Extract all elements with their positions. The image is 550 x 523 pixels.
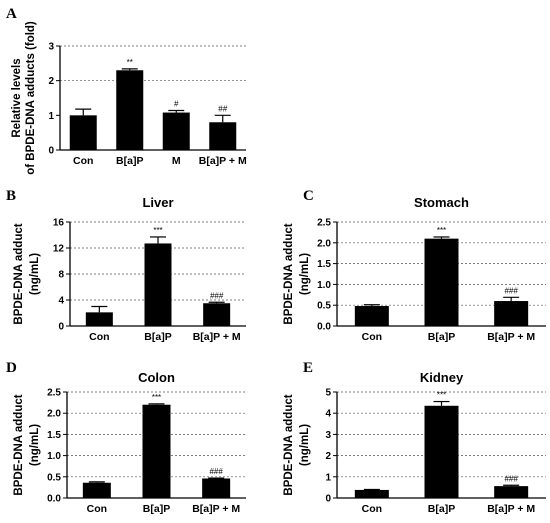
significance-label: *** [437,391,446,400]
bar [83,483,111,498]
y-tick-label: 1.0 [47,451,61,462]
y-tick-label: 0 [48,146,54,157]
y-tick-label: 1.5 [47,430,61,441]
bar [209,122,236,150]
bar [163,113,190,150]
x-tick-label: B[a]P [143,503,170,515]
y-tick-label: 0.5 [317,301,331,312]
significance-label: *** [437,226,446,235]
bar [116,70,143,150]
bar [355,490,389,498]
y-tick-label: 1.5 [317,259,331,270]
y-tick-label: 0.5 [47,472,61,483]
panel-d: D Colon BPDE-DNA adduct (ng/mL) 0.0 0.5 1.0 1.5… [6,360,246,515]
significance-label: ### [210,291,224,300]
significance-label: *** [153,226,162,235]
y-tick-label: 0.0 [47,494,61,505]
bar [494,486,528,498]
significance-label: # [174,99,179,108]
panel-letter: D [6,360,17,376]
panel-letter: B [6,188,16,204]
panel-letter: E [303,360,313,376]
y-axis-label: (ng/mL) [299,424,311,466]
x-tick-label: B[a]P [116,155,143,167]
y-axis-label: BPDE-DNA adduct [283,394,295,495]
y-tick-label: 2.5 [47,388,61,399]
y-axis-label: of BPDE-DNA adducts (fold) [25,21,37,175]
y-tick-label: 2 [325,451,331,462]
panel-a: A Relative levels of BPDE-DNA adducts (fol… [6,6,247,175]
bar [86,312,113,326]
y-tick-label: 4 [58,296,64,307]
x-tick-label: B[a]P [428,503,455,515]
y-axis-label: BPDE-DNA adduct [13,394,25,495]
panel-letter: C [303,188,314,204]
y-tick-label: 0 [325,494,331,505]
x-tick-label: B[a]P + M [487,331,535,343]
significance-label: ### [209,467,223,476]
significance-label: ### [504,474,518,483]
significance-label: *** [152,393,161,402]
significance-label: ## [218,104,227,113]
y-axis-label: (ng/mL) [299,253,311,295]
y-axis-label: Relative levels [11,58,23,137]
y-tick-label: 2.0 [47,409,61,420]
bar [425,239,459,326]
panel-b: B Liver BPDE-DNA adduct (ng/mL) 0 4 8 12 16 Con **… [6,188,246,343]
y-tick-label: 2.0 [317,238,331,249]
y-axis-label: (ng/mL) [29,253,41,295]
x-tick-label: B[a]P + M [199,155,247,167]
bar [70,115,97,150]
y-tick-label: 3 [325,430,331,441]
bar [203,303,230,326]
x-tick-label: Con [89,331,109,343]
significance-label: ** [127,58,133,67]
panel-e: E Kidney BPDE-DNA adduct (ng/mL) 0 1 2 3 4 5 Con **… [283,360,546,515]
y-tick-label: 0 [58,322,64,333]
y-tick-label: 0.0 [317,322,331,333]
x-tick-label: B[a]P + M [192,503,240,515]
y-axis-label: BPDE-DNA adduct [13,223,25,324]
bar [425,406,459,498]
y-tick-label: 3 [48,42,54,53]
chart-title: Stomach [414,195,469,210]
x-tick-label: Con [73,155,93,167]
bar [202,478,230,498]
y-tick-label: 1 [325,472,331,483]
bar [143,405,171,498]
y-tick-label: 1.0 [317,280,331,291]
y-tick-label: 12 [53,244,65,255]
y-axis-label: BPDE-DNA adduct [283,223,295,324]
chart-title: Kidney [420,370,464,385]
y-tick-label: 2.5 [317,218,331,229]
x-tick-label: Con [362,331,382,343]
y-tick-label: 8 [58,270,64,281]
y-tick-label: 1 [48,111,54,122]
bar [494,301,528,326]
x-tick-label: B[a]P [144,331,171,343]
x-tick-label: Con [87,503,107,515]
significance-label: ### [504,286,518,295]
y-tick-label: 2 [48,76,54,87]
x-tick-label: B[a]P + M [193,331,241,343]
bar [355,306,389,326]
panel-letter: A [6,6,17,22]
y-tick-label: 4 [325,409,331,420]
x-tick-label: B[a]P + M [487,503,535,515]
x-tick-label: B[a]P [428,331,455,343]
y-tick-label: 16 [53,218,65,229]
bar [145,243,172,326]
x-tick-label: Con [362,503,382,515]
x-tick-label: M [172,155,181,167]
y-axis-label: (ng/mL) [29,424,41,466]
panel-c: C Stomach BPDE-DNA adduct (ng/mL) 0.0 0.5 1.0 1… [283,188,546,343]
chart-title: Colon [138,370,175,385]
chart-title: Liver [142,195,173,210]
y-tick-label: 5 [325,388,331,399]
